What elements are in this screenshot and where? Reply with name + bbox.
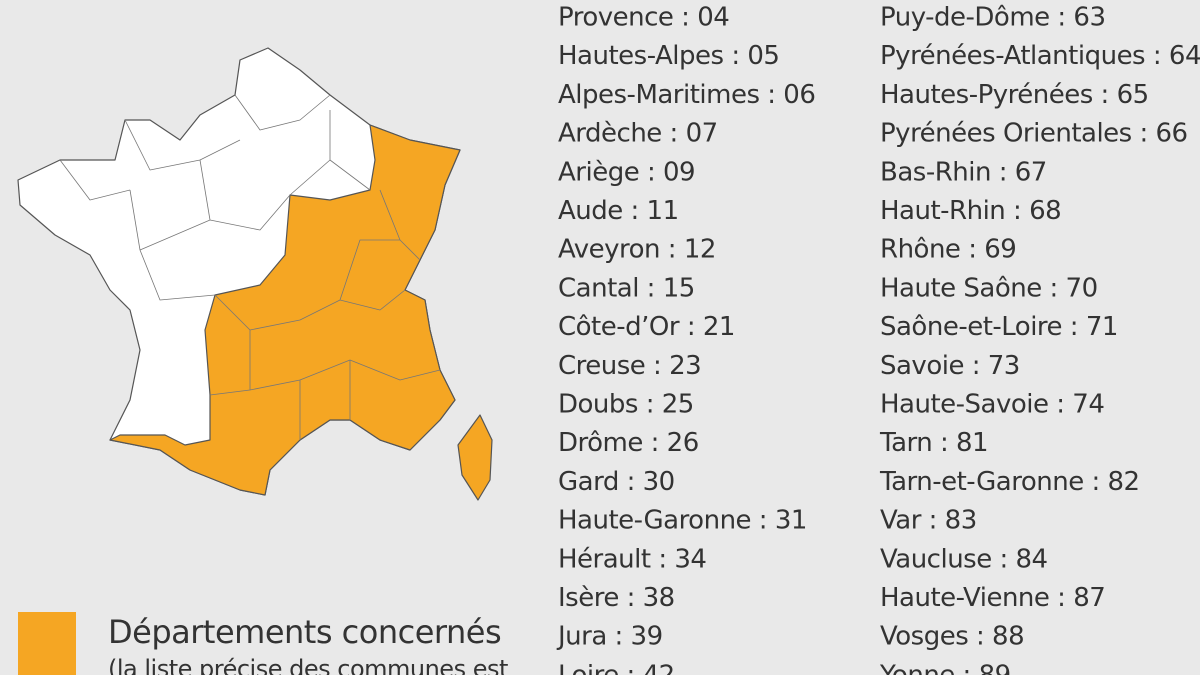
department-entry: Vaucluse : 84 — [880, 544, 1048, 574]
department-entry: Ariège : 09 — [558, 157, 695, 187]
corsica — [457, 414, 493, 501]
department-entry: Jura : 39 — [556, 622, 663, 652]
department-entry: Aude : 11 — [558, 196, 679, 226]
department-entry: Pyrénées-Atlantiques : 64 — [880, 41, 1200, 71]
department-entry: Côte-d’Or : 21 — [558, 312, 735, 342]
department-entry: Tarn-et-Garonne : 82 — [879, 467, 1140, 497]
department-entry: Haute-Vienne : 87 — [880, 583, 1105, 613]
department-entry: Gard : 30 — [558, 467, 675, 497]
department-entry: Vosges : 88 — [880, 622, 1024, 652]
department-entry: Provence : 04 — [558, 3, 729, 33]
department-entry: Isère : 38 — [558, 583, 675, 613]
department-entry: Aveyron : 12 — [558, 235, 716, 265]
department-list: Provence : 04 Hautes-Alpes : 05 Alpes-Mari… — [556, 3, 1200, 675]
department-entry: Haute-Savoie : 74 — [880, 390, 1104, 420]
legend-note: (la liste précise des communes est — [108, 655, 508, 675]
department-entry: Savoie : 73 — [880, 351, 1020, 381]
department-entry: Pyrénées Orientales : 66 — [880, 119, 1188, 149]
department-entry: Haute-Garonne : 31 — [558, 506, 807, 536]
department-entry: Hautes-Alpes : 05 — [558, 41, 779, 71]
department-entry: Drôme : 26 — [558, 428, 699, 458]
department-entry: Tarn : 81 — [879, 428, 988, 458]
department-entry: Ardèche : 07 — [558, 119, 718, 149]
department-borders — [59, 94, 441, 440]
department-entry: Creuse : 23 — [558, 351, 701, 381]
department-entry: Saône-et-Loire : 71 — [880, 312, 1118, 342]
department-entry: Rhône : 69 — [880, 235, 1016, 265]
department-entry: Hérault : 34 — [558, 544, 706, 574]
legend-swatch — [18, 612, 76, 675]
department-entry: Cantal : 15 — [558, 273, 695, 303]
department-entry: Yonne : 89 — [879, 660, 1011, 675]
department-entry: Hautes-Pyrénées : 65 — [880, 80, 1149, 110]
legend-label: Départements concernés — [108, 613, 501, 651]
department-entry: Haute Saône : 70 — [880, 273, 1098, 303]
department-entry: Puy-de-Dôme : 63 — [880, 3, 1106, 33]
department-entry: Var : 83 — [880, 506, 977, 536]
department-entry: Bas-Rhin : 67 — [880, 157, 1047, 187]
department-entry: Doubs : 25 — [558, 390, 694, 420]
department-entry: Alpes-Maritimes : 06 — [558, 80, 815, 110]
department-entry: Haut-Rhin : 68 — [880, 196, 1061, 226]
department-entry: Loire : 42 — [558, 660, 675, 675]
map — [17, 47, 493, 501]
